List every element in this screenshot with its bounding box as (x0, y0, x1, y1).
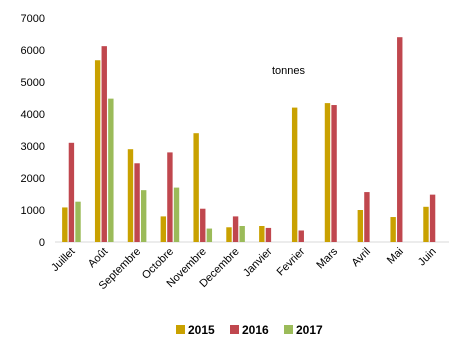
bar-2016-Novembre (200, 208, 206, 242)
x-tick-label: Mai (385, 246, 406, 267)
x-tick-label: Mars (314, 245, 340, 271)
bar-2016-Octobre (167, 152, 173, 242)
bar-2016-Juillet (68, 142, 75, 242)
x-axis: Juillet AoûtSeptembreOctobreNovembreDecem… (49, 245, 439, 292)
legend-label: 2017 (296, 323, 323, 337)
bar-2016-Janvier (265, 227, 272, 242)
bar-2015-Avril (357, 210, 364, 242)
y-axis: 0 1000 2000 3000 4000 5000 6000 7000 (21, 13, 45, 249)
y-tick-label: 2000 (21, 173, 45, 185)
bar-2015-Fevrier (291, 107, 298, 242)
bar-2017-Novembre (206, 228, 213, 242)
legend-swatch (230, 325, 239, 334)
bar-2015-Janvier (259, 226, 265, 242)
y-tick-label: 7000 (21, 13, 45, 25)
y-tick-label: 0 (39, 237, 45, 249)
bar-2015-Mai (390, 217, 396, 242)
x-tick-label: Avril (350, 246, 373, 269)
y-tick-label: 4000 (21, 109, 45, 121)
x-tick-label: Juin (416, 246, 439, 269)
unit-annotation: tonnes (272, 65, 306, 77)
x-tick-label: Juillet (49, 246, 77, 274)
bar-2016-Avril (364, 192, 370, 242)
y-tick-label: 5000 (21, 77, 45, 89)
bar-2015-Juillet (62, 207, 68, 242)
bar-2015-Mars (324, 103, 331, 243)
x-tick-label: Janvier (241, 245, 275, 279)
bar-2016-Mai (397, 37, 403, 243)
legend-item-2016: 2016 (230, 323, 269, 337)
bar-2015-Novembre (193, 133, 199, 242)
bar-2015-Août (94, 60, 101, 242)
bar-2015-Decembre (226, 227, 232, 242)
bar-2015-Juin (423, 206, 429, 242)
bar-2017-Octobre (173, 187, 180, 242)
bar-2016-Decembre (232, 216, 239, 242)
bar-2017-Juillet (75, 201, 81, 242)
bar-2015-Octobre (160, 216, 167, 242)
bar-2016-Mars (331, 105, 337, 242)
legend-swatch (284, 325, 293, 334)
bar-2015-Septembre (127, 149, 134, 242)
legend-item-2017: 2017 (284, 323, 323, 337)
legend-item-2015: 2015 (176, 323, 215, 337)
bar-2016-Août (101, 46, 107, 242)
y-tick-label: 3000 (21, 141, 45, 153)
legend-swatch (176, 325, 185, 334)
bar-2017-Août (108, 98, 114, 242)
bar-2016-Septembre (134, 163, 140, 242)
x-tick-label: Août (86, 246, 110, 270)
bars (62, 37, 436, 243)
bar-2017-Decembre (239, 226, 245, 242)
legend: 2015 2016 2017 (176, 323, 323, 337)
y-tick-label: 1000 (21, 205, 45, 217)
legend-label: 2016 (242, 323, 269, 337)
bar-2017-Septembre (140, 190, 147, 242)
x-tick-label: Fevrier (275, 245, 308, 278)
y-tick-label: 6000 (21, 45, 45, 57)
legend-label: 2015 (188, 323, 215, 337)
bar-2016-Fevrier (298, 230, 304, 242)
bar-2016-Juin (429, 194, 436, 242)
